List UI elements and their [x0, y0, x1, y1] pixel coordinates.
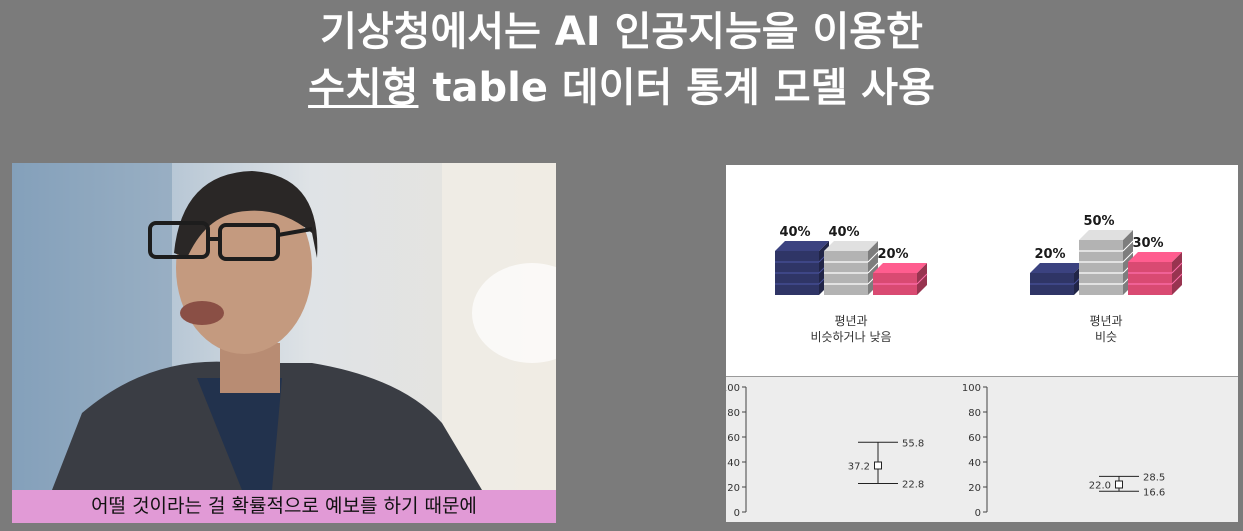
probability-stack	[1128, 252, 1183, 295]
headline-line-2: 수치형 table 데이터 통계 모델 사용	[0, 60, 1243, 116]
center-value-marker	[874, 461, 882, 470]
group-caption-line-1: 평년과	[834, 314, 867, 328]
y-tick-label: 60	[968, 433, 981, 444]
center-value-label: 37.2	[848, 462, 870, 473]
headline-underlined-word: 수치형	[308, 65, 419, 111]
probability-label: 20%	[877, 247, 908, 262]
probability-label: 40%	[779, 225, 810, 240]
y-tick-label: 20	[727, 483, 740, 494]
y-tick-label: 40	[968, 458, 981, 469]
probability-label: 40%	[828, 225, 859, 240]
center-value-label: 22.0	[1089, 481, 1111, 492]
y-tick-label: 0	[734, 508, 740, 519]
y-tick-label: 100	[962, 383, 981, 394]
probability-stack	[824, 241, 879, 295]
y-tick-label: 20	[968, 483, 981, 494]
lower-value-label: 22.8	[902, 480, 924, 491]
y-tick-label: 80	[727, 408, 740, 419]
y-tick-label: 60	[727, 433, 740, 444]
y-tick-label: 0	[975, 508, 981, 519]
y-tick-label: 40	[727, 458, 740, 469]
upper-value-label: 55.8	[902, 438, 924, 449]
probability-stack	[873, 263, 928, 295]
center-value-marker	[1115, 480, 1123, 489]
group-caption-line-1: 평년과	[1089, 314, 1122, 328]
probability-label: 20%	[1034, 247, 1065, 262]
range-chart-area	[726, 377, 1238, 522]
group-caption-line-2: 비슷	[1095, 330, 1117, 344]
headline: 기상청에서는 AI 인공지능을 이용한 수치형 table 데이터 통계 모델 …	[0, 4, 1243, 116]
headline-line-2-rest: table 데이터 통계 모델 사용	[418, 65, 935, 111]
group-caption-line-2: 비슷하거나 낮음	[810, 330, 891, 344]
probability-stack	[775, 241, 830, 295]
probability-label: 50%	[1083, 214, 1114, 229]
video-subtitle: 어떨 것이라는 걸 확률적으로 예보를 하기 때문에	[12, 490, 556, 523]
headline-line-1: 기상청에서는 AI 인공지능을 이용한	[320, 9, 923, 55]
speaker-photo	[12, 163, 556, 490]
lower-value-label: 16.6	[1143, 487, 1165, 498]
y-tick-label: 100	[726, 383, 740, 394]
y-tick-label: 80	[968, 408, 981, 419]
probability-stack	[1030, 263, 1085, 295]
panel-divider	[726, 376, 1238, 377]
probability-stack	[1079, 230, 1134, 295]
probability-label: 30%	[1132, 236, 1163, 251]
video-frame: 어떨 것이라는 걸 확률적으로 예보를 하기 때문에	[12, 163, 556, 523]
upper-value-label: 28.5	[1143, 472, 1165, 483]
